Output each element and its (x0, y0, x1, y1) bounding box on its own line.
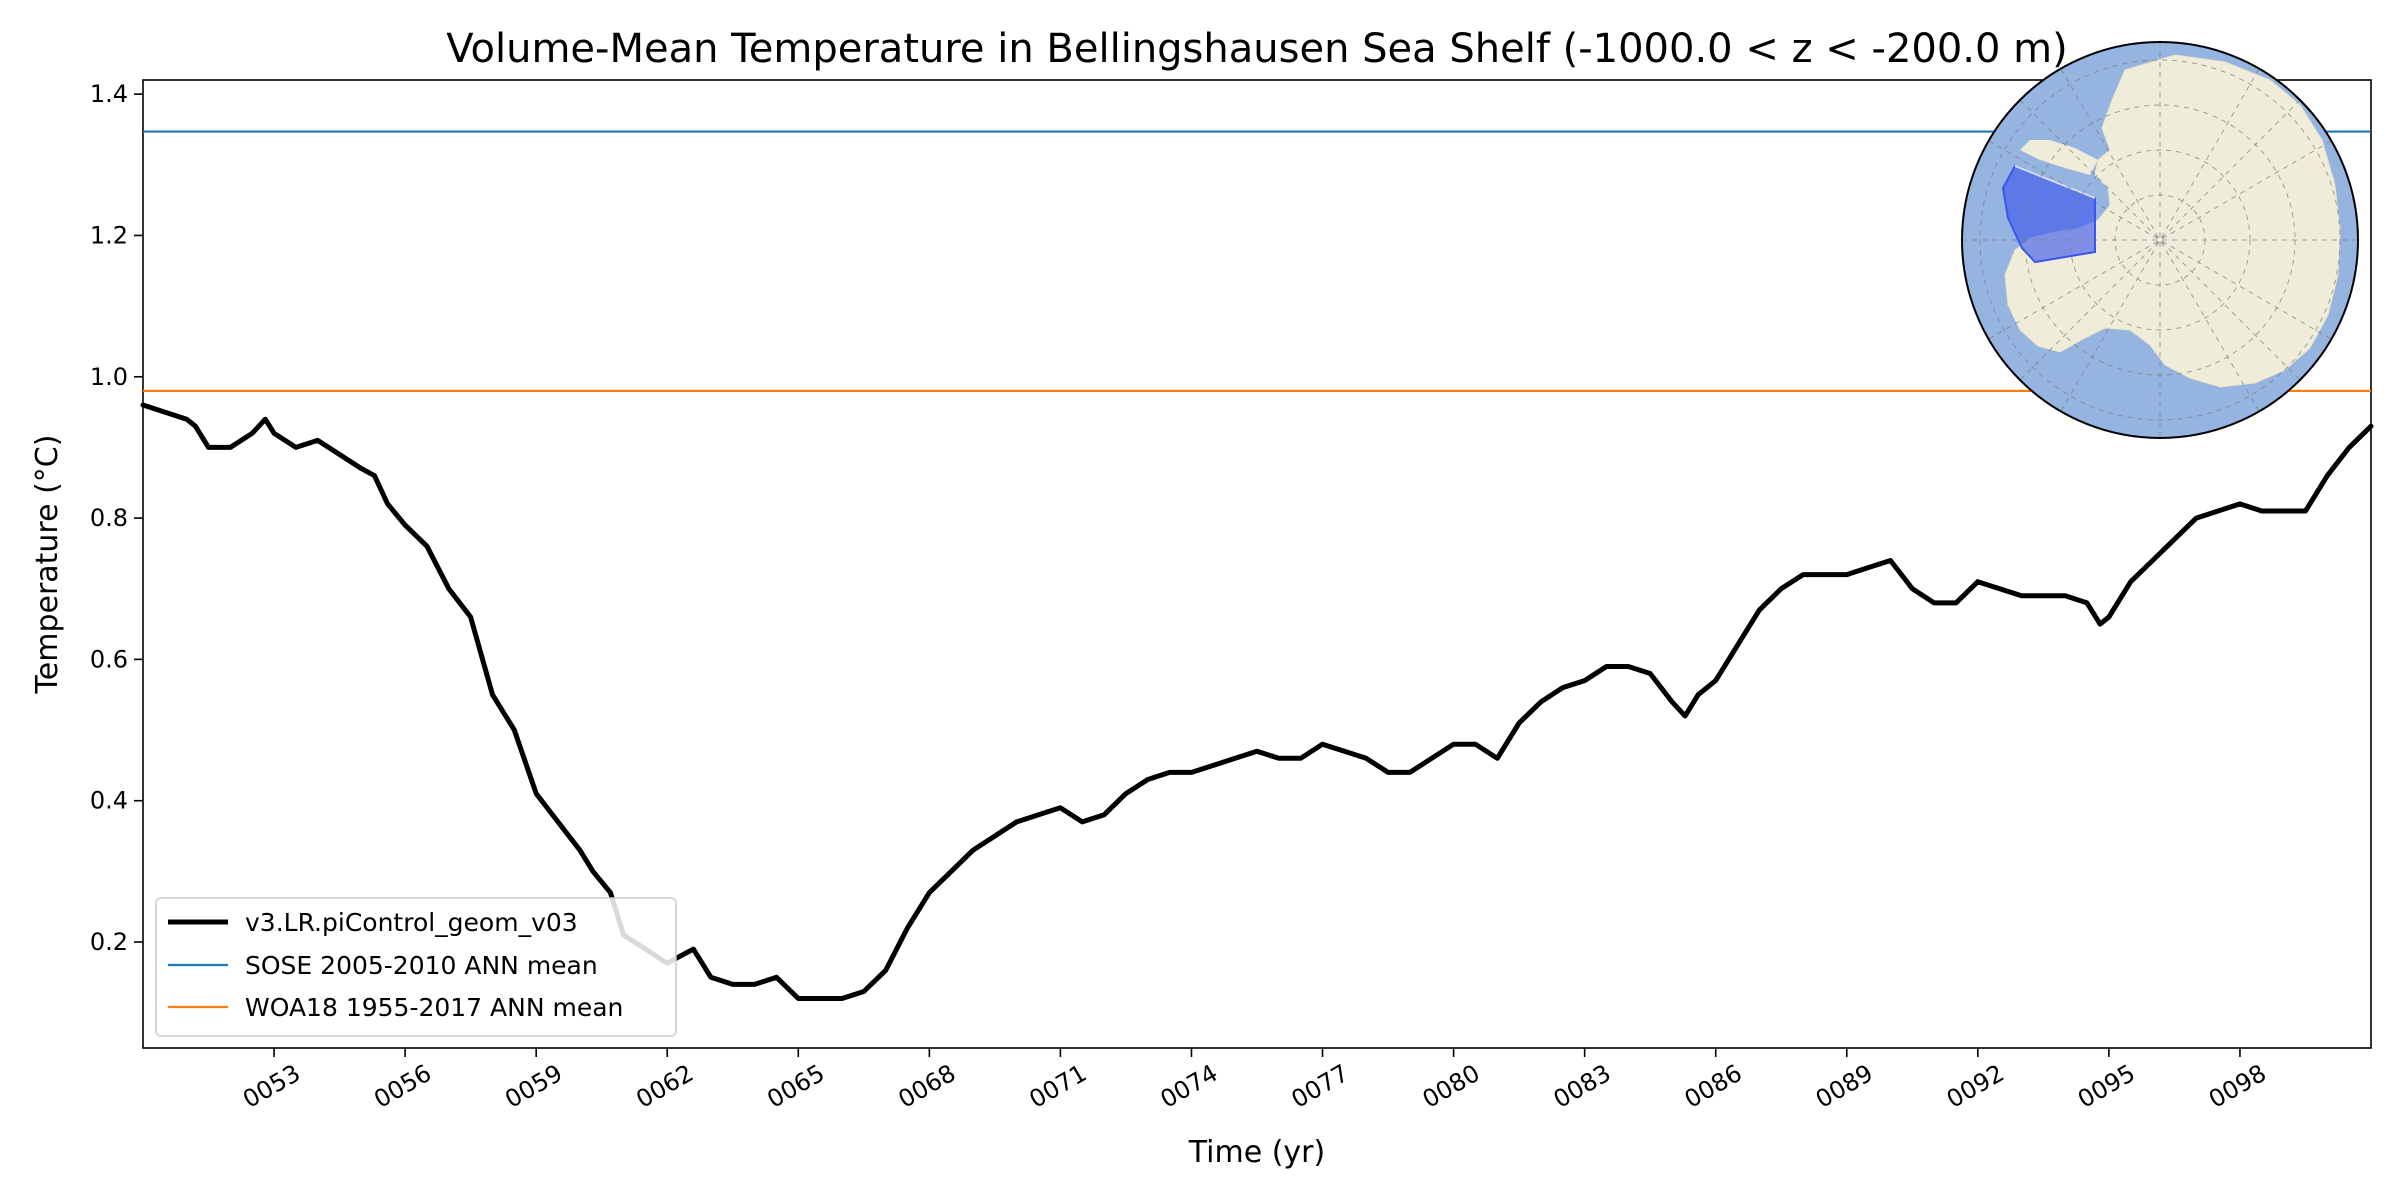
antarctica-landmass (2004, 54, 2341, 388)
y-tick-label: 1.4 (90, 80, 128, 108)
region-outline-edge (2014, 165, 2096, 199)
series-line-piControl (140, 402, 2374, 1001)
y-axis-ticks: 0.2 0.4 0.6 0.8 1.0 1.2 1.4 (90, 80, 143, 956)
legend: v3.LR.piControl_geom_v03 SOSE 2005-2010 … (155, 897, 677, 1037)
x-axis-label: Time (yr) (1188, 1135, 1325, 1170)
graticule (1962, 42, 2358, 438)
inset-map (1961, 41, 2359, 439)
y-tick-label: 0.6 (90, 645, 128, 673)
y-tick-label: 1.0 (90, 363, 128, 391)
legend-box (155, 897, 677, 1037)
legend-label-woa18: WOA18 1955-2017 ANN mean (245, 993, 623, 1022)
y-tick-label: 0.4 (90, 787, 128, 815)
plot-frame (142, 79, 2372, 1049)
y-tick-label: 1.2 (90, 221, 128, 249)
y-tick-label: 0.2 (90, 928, 128, 956)
chart-title: Volume-Mean Temperature in Bellingshause… (446, 26, 2067, 72)
peninsula-landmass (2020, 140, 2098, 175)
bellingshausen-region (2001, 164, 2096, 264)
legend-label-sose: SOSE 2005-2010 ANN mean (245, 951, 598, 980)
inset-border (1961, 41, 2359, 439)
y-tick-label: 0.8 (90, 504, 128, 532)
y-axis-label: Temperature (°C) (30, 435, 65, 695)
legend-label-piControl: v3.LR.piControl_geom_v03 (245, 908, 578, 937)
